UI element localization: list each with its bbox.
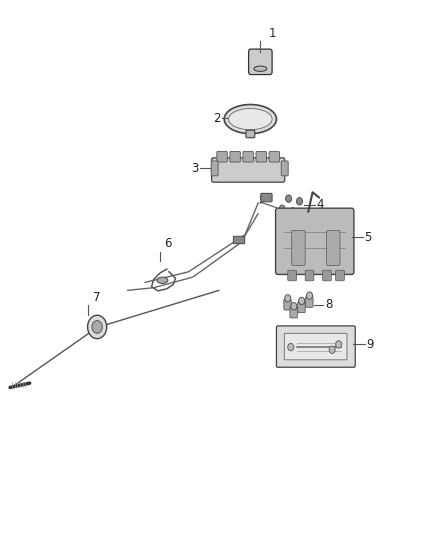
FancyBboxPatch shape <box>246 130 254 138</box>
Circle shape <box>336 341 342 348</box>
FancyBboxPatch shape <box>230 151 240 162</box>
FancyBboxPatch shape <box>243 151 253 162</box>
FancyBboxPatch shape <box>249 49 272 75</box>
Circle shape <box>290 208 296 214</box>
Text: 5: 5 <box>364 231 371 244</box>
Circle shape <box>299 297 305 305</box>
FancyBboxPatch shape <box>269 151 279 162</box>
Circle shape <box>92 320 102 333</box>
FancyBboxPatch shape <box>256 151 266 162</box>
FancyBboxPatch shape <box>233 236 245 244</box>
Circle shape <box>285 295 291 302</box>
FancyBboxPatch shape <box>305 270 314 281</box>
Circle shape <box>329 346 335 353</box>
FancyBboxPatch shape <box>336 270 344 281</box>
FancyBboxPatch shape <box>288 270 297 281</box>
FancyBboxPatch shape <box>212 158 285 182</box>
Circle shape <box>307 292 313 300</box>
Text: 6: 6 <box>165 237 172 249</box>
Circle shape <box>297 198 303 205</box>
Text: 3: 3 <box>191 162 199 175</box>
Circle shape <box>286 195 292 203</box>
FancyBboxPatch shape <box>276 326 355 367</box>
FancyBboxPatch shape <box>322 270 331 281</box>
Ellipse shape <box>254 66 267 71</box>
Text: 1: 1 <box>269 27 276 40</box>
FancyBboxPatch shape <box>276 208 354 274</box>
Text: 4: 4 <box>316 198 324 212</box>
FancyBboxPatch shape <box>298 302 305 313</box>
FancyBboxPatch shape <box>281 161 288 176</box>
Circle shape <box>288 343 294 351</box>
FancyBboxPatch shape <box>211 161 218 176</box>
Circle shape <box>88 316 107 338</box>
FancyBboxPatch shape <box>284 333 347 360</box>
Text: 8: 8 <box>325 298 332 311</box>
FancyBboxPatch shape <box>290 308 297 318</box>
Text: 9: 9 <box>366 338 374 351</box>
Circle shape <box>279 205 285 212</box>
Text: 2: 2 <box>213 111 221 125</box>
Ellipse shape <box>229 109 272 130</box>
FancyBboxPatch shape <box>292 230 305 265</box>
Circle shape <box>291 303 297 310</box>
Ellipse shape <box>224 104 276 134</box>
FancyBboxPatch shape <box>284 300 291 310</box>
FancyBboxPatch shape <box>217 151 227 162</box>
FancyBboxPatch shape <box>306 297 313 308</box>
Text: 7: 7 <box>93 290 100 304</box>
Ellipse shape <box>157 277 168 284</box>
FancyBboxPatch shape <box>326 230 340 265</box>
FancyBboxPatch shape <box>261 193 272 202</box>
